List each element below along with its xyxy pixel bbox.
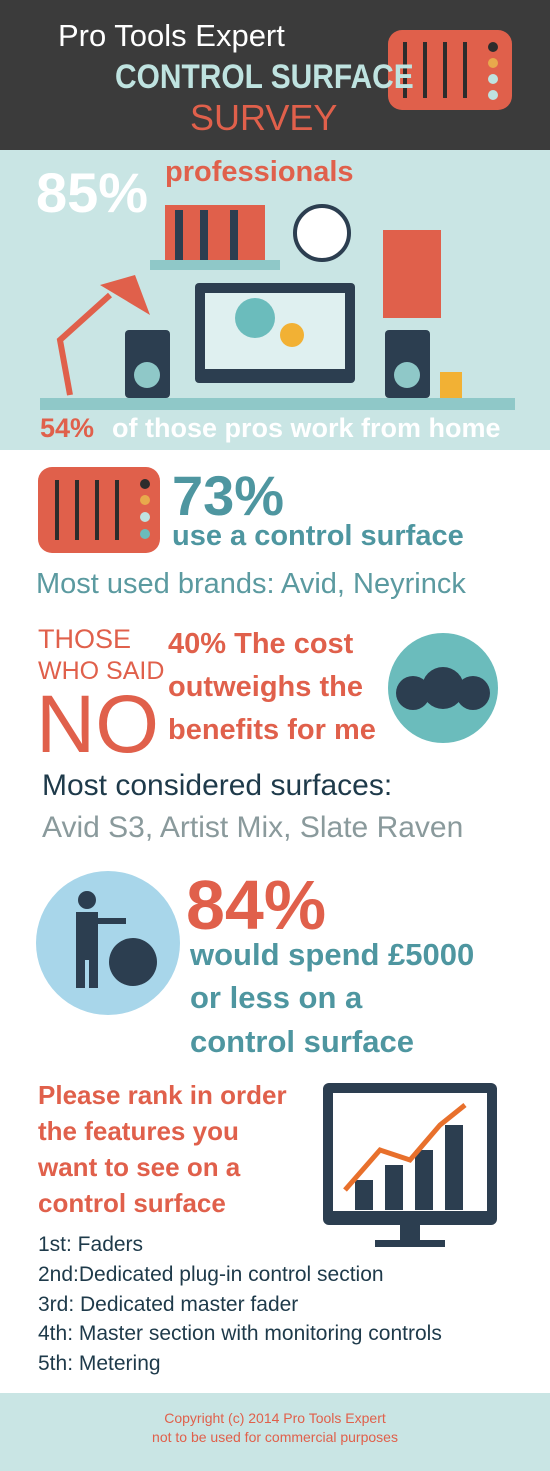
- no-reason: 40% The cost: [168, 628, 354, 660]
- copyright: Copyright (c) 2014 Pro Tools Expert: [164, 1410, 386, 1426]
- footer-bg: [0, 1393, 550, 1471]
- usage-label: use a control surface: [172, 520, 464, 552]
- spend-stat: 84%: [186, 866, 327, 944]
- rank-question-line: the features you: [38, 1116, 239, 1146]
- brands: Most used brands: Avid, Neyrinck: [36, 568, 466, 600]
- subtitle: SURVEY: [190, 97, 338, 138]
- copyright: not to be used for commercial purposes: [152, 1429, 398, 1445]
- person-icon: [36, 871, 180, 1015]
- spend-line: would spend £5000: [190, 937, 475, 972]
- home-stat: 54%: [40, 413, 95, 443]
- home-label: of those pros work from home: [112, 413, 501, 443]
- no-lead: THOSE: [38, 624, 132, 654]
- considered-list: Avid S3, Artist Mix, Slate Raven: [42, 811, 464, 844]
- rank-item: 4th: Master section with monitoring cont…: [38, 1322, 442, 1346]
- no-reason: benefits for me: [168, 714, 376, 746]
- no-lead: WHO SAID: [38, 657, 165, 685]
- rank-question-line: control surface: [38, 1188, 226, 1218]
- brand: Pro Tools Expert: [58, 18, 285, 53]
- considered-title: Most considered surfaces:: [42, 769, 393, 802]
- title: CONTROL SURFACE: [115, 58, 414, 96]
- growth-monitor: [323, 1083, 497, 1247]
- hero-stat: 85%: [36, 161, 149, 224]
- rank-item: 2nd:Dedicated plug-in control section: [38, 1262, 384, 1286]
- studio-illustration: [40, 204, 515, 410]
- spend-line: or less on a: [190, 980, 363, 1015]
- money-icon: [388, 633, 498, 743]
- usage-stat: 73%: [172, 464, 285, 527]
- rank-item: 3rd: Dedicated master fader: [38, 1292, 299, 1316]
- hero-label: professionals: [165, 156, 354, 188]
- fader-icon: [38, 467, 160, 553]
- rank-item: 5th: Metering: [38, 1352, 161, 1376]
- rank-question-line: Please rank in order: [38, 1080, 287, 1110]
- rank-item: 1st: Faders: [38, 1233, 144, 1256]
- fader-icon: [388, 30, 512, 110]
- rank-question-line: want to see on a: [38, 1152, 241, 1182]
- spend-line: control surface: [190, 1024, 414, 1059]
- no-answer: NO: [36, 679, 159, 770]
- no-reason: outweighs the: [168, 671, 363, 703]
